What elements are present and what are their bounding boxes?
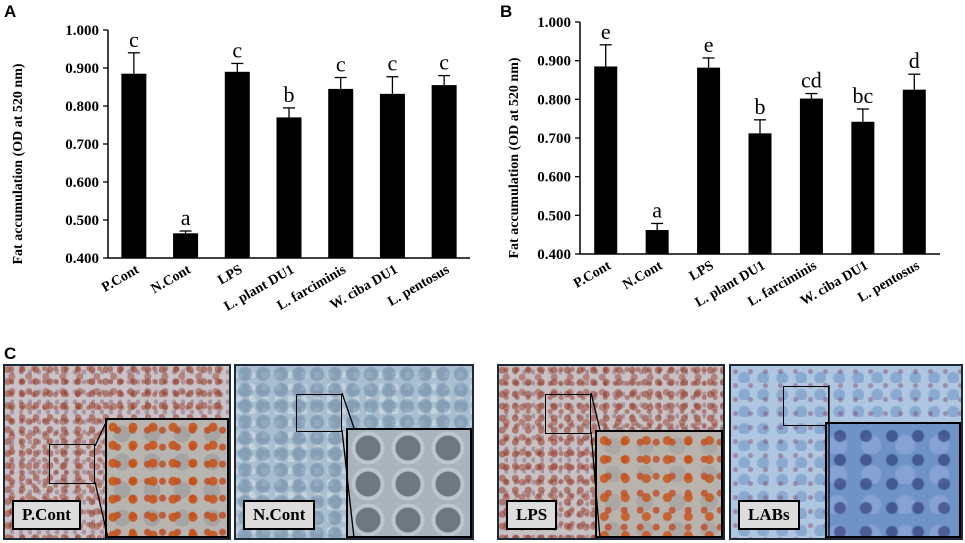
significance-letter: c bbox=[439, 50, 449, 75]
y-axis-label: Fat accumulation (OD at 520 nm) bbox=[507, 57, 522, 258]
y-tick-label: 0.700 bbox=[537, 131, 571, 147]
zoom-inset bbox=[595, 430, 723, 538]
bar bbox=[851, 121, 875, 254]
significance-letter: bc bbox=[852, 83, 873, 108]
panel-label-a: A bbox=[4, 2, 17, 21]
y-tick-label: 0.400 bbox=[537, 247, 571, 263]
bar-chart-a: 0.400 0.500 0.600 0.700 0.800 0.900 1.000 Fat a… bbox=[11, 23, 470, 315]
significance-letter: cd bbox=[801, 68, 822, 93]
significance-letter: c bbox=[129, 27, 139, 52]
zoom-region-box bbox=[783, 386, 829, 426]
y-axis-label: Fat accumulation (OD at 520 nm) bbox=[11, 63, 26, 264]
y-tick-label: 0.900 bbox=[65, 61, 99, 77]
x-tick-label: LPS bbox=[216, 262, 246, 288]
image-label: LABs bbox=[738, 500, 800, 530]
significance-letter: d bbox=[909, 48, 920, 73]
significance-letter: b bbox=[284, 82, 295, 107]
image-label: N.Cont bbox=[243, 500, 316, 530]
micrograph-lps: LPS bbox=[497, 364, 725, 540]
bar bbox=[328, 88, 354, 259]
bar bbox=[645, 230, 669, 254]
significance-letter: c bbox=[336, 52, 346, 77]
panel-label-c: C bbox=[4, 344, 17, 363]
micrograph-p-cont: P.Cont bbox=[3, 364, 231, 540]
significance-letter: a bbox=[652, 197, 662, 222]
y-tick-label: 1.000 bbox=[537, 15, 571, 31]
y-tick-label: 0.800 bbox=[537, 92, 571, 108]
bar bbox=[431, 85, 457, 258]
bar bbox=[748, 133, 772, 254]
y-tick-label: 0.500 bbox=[65, 213, 99, 229]
x-tick-label: N.Cont bbox=[149, 262, 194, 297]
bar bbox=[379, 93, 405, 258]
bar bbox=[902, 89, 926, 255]
y-tick-label: 0.700 bbox=[65, 137, 99, 153]
zoom-inset bbox=[346, 428, 472, 538]
zoom-region-box bbox=[545, 394, 591, 434]
x-tick-label: P.Cont bbox=[99, 262, 142, 295]
image-label: LPS bbox=[506, 500, 558, 530]
y-tick-label: 1.000 bbox=[65, 23, 99, 39]
x-tick-label: N.Cont bbox=[620, 258, 665, 293]
bar bbox=[594, 66, 618, 254]
significance-letter: e bbox=[704, 32, 714, 57]
micrograph-labs: LABs bbox=[729, 364, 963, 540]
micrograph-n-cont: N.Cont bbox=[234, 364, 474, 540]
significance-letter: b bbox=[755, 94, 766, 119]
y-tick-label: 0.500 bbox=[537, 208, 571, 224]
panel-label-b: B bbox=[500, 2, 513, 21]
bar bbox=[276, 117, 302, 259]
significance-letter: e bbox=[601, 19, 611, 44]
zoom-inset bbox=[825, 422, 961, 538]
y-tick-label: 0.900 bbox=[537, 54, 571, 70]
zoom-inset bbox=[105, 418, 229, 538]
x-tick-label: LPS bbox=[687, 258, 717, 284]
bar bbox=[224, 71, 250, 258]
zoom-region-box bbox=[49, 444, 95, 484]
x-tick-label: P.Cont bbox=[571, 258, 614, 291]
bar bbox=[121, 73, 147, 258]
significance-letter: c bbox=[388, 51, 398, 76]
bar-chart-b: 0.400 0.500 0.600 0.700 0.800 0.900 1.000 Fat a… bbox=[507, 15, 940, 311]
bar bbox=[697, 67, 721, 254]
significance-letter: a bbox=[181, 205, 191, 230]
zoom-region-box bbox=[296, 394, 342, 432]
y-tick-label: 0.400 bbox=[65, 251, 99, 267]
image-label: P.Cont bbox=[12, 500, 81, 530]
significance-letter: c bbox=[232, 37, 242, 62]
y-tick-label: 0.600 bbox=[537, 170, 571, 186]
y-tick-label: 0.600 bbox=[65, 175, 99, 191]
bar bbox=[799, 98, 823, 254]
bar bbox=[173, 233, 199, 258]
y-tick-label: 0.800 bbox=[65, 99, 99, 115]
